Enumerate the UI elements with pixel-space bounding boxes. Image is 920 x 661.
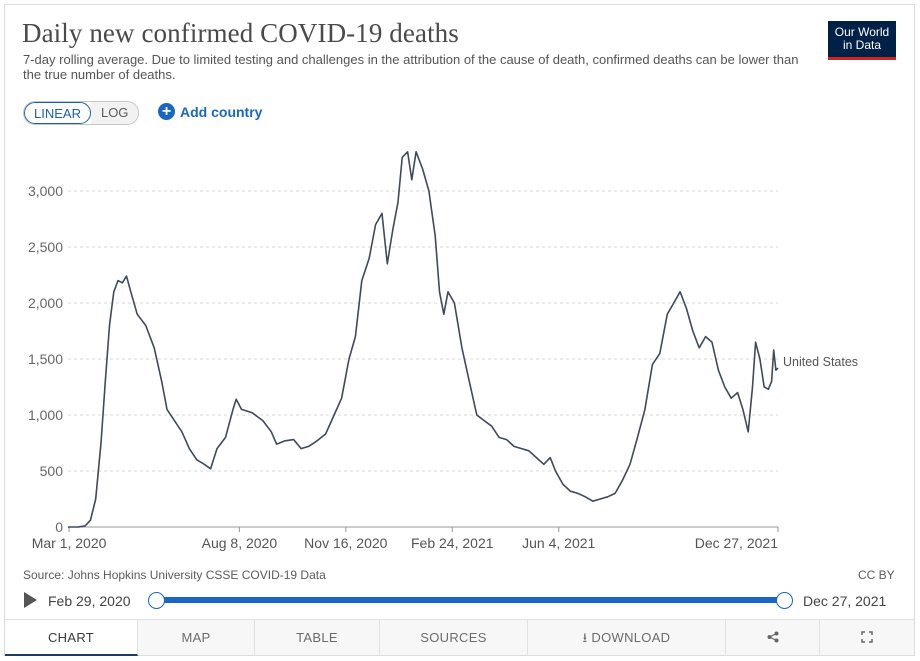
timeline-end-label: Dec 27, 2021 — [803, 593, 887, 609]
x-tick-label: Aug 8, 2020 — [202, 535, 278, 551]
play-icon[interactable] — [24, 592, 37, 608]
tab-share[interactable] — [726, 620, 820, 656]
series-line-united-states — [67, 151, 779, 528]
tab-download[interactable]: ⭳ DOWNLOAD — [528, 620, 726, 656]
timeline-track[interactable] — [156, 597, 785, 603]
tab-map[interactable]: MAP — [138, 620, 255, 656]
source-note[interactable]: Source: Johns Hopkins University CSSE CO… — [23, 568, 326, 582]
tab-fullscreen[interactable] — [820, 620, 914, 656]
download-label: DOWNLOAD — [591, 630, 671, 645]
fullscreen-icon — [861, 631, 873, 643]
x-tick-label: Feb 24, 2021 — [411, 535, 494, 551]
tab-chart[interactable]: CHART — [5, 620, 138, 656]
x-tick-label: Dec 27, 2021 — [695, 535, 778, 551]
y-tick-label: 2,000 — [28, 295, 63, 311]
license-link[interactable]: CC BY — [858, 568, 895, 582]
x-tick-label: Jun 4, 2021 — [522, 535, 595, 551]
linear-scale-button[interactable]: LINEAR — [24, 102, 91, 124]
owid-logo[interactable]: Our World in Data — [828, 21, 896, 60]
scale-toggle: LINEAR LOG — [23, 101, 140, 125]
share-icon — [767, 631, 778, 643]
tab-bar: CHART MAP TABLE SOURCES ⭳ DOWNLOAD — [5, 619, 914, 656]
plus-icon: + — [158, 103, 175, 120]
tab-sources[interactable]: SOURCES — [380, 620, 528, 656]
series-label-united-states: United States — [783, 355, 858, 369]
y-tick-label: 500 — [40, 463, 64, 479]
logo-line-2: in Data — [842, 38, 882, 52]
y-tick-label: 2,500 — [28, 239, 63, 255]
add-country-button[interactable]: + Add country — [158, 103, 262, 120]
y-tick-label: 3,000 — [28, 183, 63, 199]
timeline-start-handle[interactable] — [148, 592, 165, 609]
y-tick-label: 1,000 — [28, 407, 63, 423]
y-tick-label: 0 — [55, 519, 63, 535]
log-scale-button[interactable]: LOG — [90, 102, 139, 124]
x-tick-label: Nov 16, 2020 — [304, 535, 387, 551]
x-tick-label: Mar 1, 2020 — [32, 535, 107, 551]
page-subtitle: 7-day rolling average. Due to limited te… — [23, 52, 799, 82]
logo-line-1: Our World — [834, 25, 890, 39]
tab-table[interactable]: TABLE — [255, 620, 380, 656]
y-tick-label: 1,500 — [28, 351, 63, 367]
timeline-start-label: Feb 29, 2020 — [48, 593, 131, 609]
page-title: Daily new confirmed COVID-19 deaths — [22, 18, 459, 48]
timeline-end-handle[interactable] — [776, 592, 793, 609]
download-icon: ⭳ — [582, 630, 588, 645]
add-country-label: Add country — [180, 103, 263, 120]
